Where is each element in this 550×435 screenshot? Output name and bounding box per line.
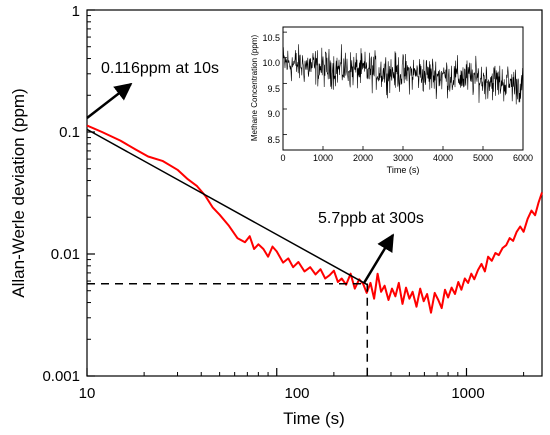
x-axis-title: Time (s) <box>283 409 345 428</box>
inset-series-group <box>282 44 524 105</box>
inset-y-tick-label: 9.0 <box>267 109 280 119</box>
inset-x-axis-title: Time (s) <box>387 165 420 175</box>
inset-y-axis-title: Methane Concentration (ppm) <box>250 35 259 142</box>
inset-x-tick-label: 2000 <box>353 153 373 163</box>
y-axis-title: Allan-Werle deviation (ppm) <box>9 88 28 297</box>
inset-x-tick-label: 6000 <box>513 153 533 163</box>
annotation-10s: 0.116ppm at 10s <box>101 60 219 77</box>
inset-y-tick-label: 10.0 <box>262 58 280 68</box>
inset-x-tick-label: 4000 <box>433 153 453 163</box>
allan-deviation-line <box>86 124 543 314</box>
x-tick-label: 10 <box>79 385 96 402</box>
x-tick-label: 1000 <box>451 385 484 402</box>
inset-x-tick-label: 3000 <box>393 153 413 163</box>
annotation-300s: 5.7ppb at 300s <box>318 210 424 227</box>
inset-x-tick-label: 0 <box>280 153 285 163</box>
inset-y-tick-label: 10.5 <box>262 33 280 43</box>
main-series-group <box>86 124 543 314</box>
inset-x-tick-label: 1000 <box>313 153 333 163</box>
y-tick-label: 0.1 <box>59 124 80 141</box>
annotation-arrow-300s <box>362 233 395 284</box>
inset-y-tick-label: 8.5 <box>267 135 280 145</box>
inset-plot-frame <box>282 26 524 151</box>
y-tick-label: 0.01 <box>51 246 80 263</box>
fit-line <box>86 128 368 286</box>
annotation-arrow-10s <box>86 82 133 119</box>
inset-x-tick-label: 5000 <box>473 153 493 163</box>
x-tick-label: 100 <box>284 385 309 402</box>
reference-lines <box>87 283 369 376</box>
y-tick-label: 1 <box>72 3 80 20</box>
methane-concentration-line <box>282 44 524 105</box>
inset-y-tick-label: 9.5 <box>267 84 280 94</box>
y-tick-label: 0.001 <box>42 368 80 385</box>
